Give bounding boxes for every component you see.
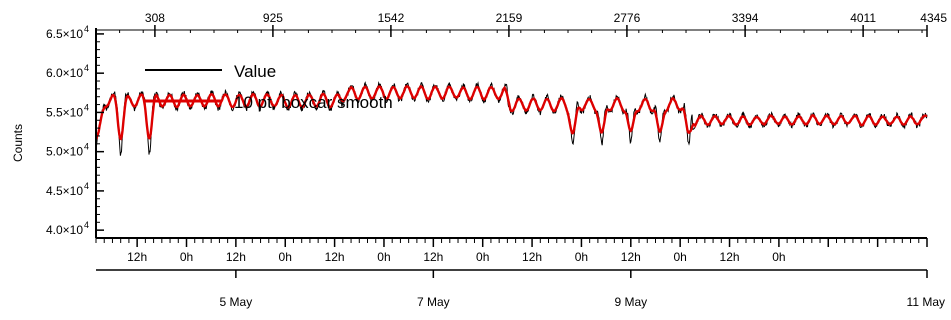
hour-label: 12h — [522, 250, 542, 264]
legend: Value 10 pt. boxcar smooth — [145, 62, 393, 112]
y-tick-label: 4.0×10 — [46, 223, 83, 237]
top-tick-label: 3394 — [732, 11, 759, 25]
top-tick-label: 4345 — [920, 11, 947, 25]
smooth-series — [94, 84, 928, 141]
legend-label-smooth: 10 pt. boxcar smooth — [234, 93, 393, 112]
bottom-axis: 12h 0h 12h 0h 12h 0h 12h 0h 12h 0h 12h 0h 12h 0h 5 May… — [95, 237, 945, 309]
y-tick-exponent: 4 — [84, 24, 89, 34]
hour-label: 0h — [377, 250, 390, 264]
hour-label: 0h — [772, 250, 785, 264]
hour-label: 0h — [279, 250, 292, 264]
plot-area — [94, 81, 928, 156]
series-line-smooth — [94, 84, 928, 141]
top-axis: 308 925 1542 2159 2776 3394 4011 4345 — [95, 11, 947, 37]
y-axis-title: Counts — [11, 124, 25, 162]
hour-label: 0h — [575, 250, 588, 264]
date-label: 5 May — [220, 295, 253, 309]
hour-label: 0h — [476, 250, 489, 264]
y-tick-exponent: 4 — [84, 102, 89, 112]
date-label: 9 May — [614, 295, 647, 309]
hour-label: 12h — [621, 250, 641, 264]
top-tick-label: 2776 — [614, 11, 641, 25]
top-tick-label: 1542 — [378, 11, 405, 25]
y-tick-label: 4.5×10 — [46, 184, 83, 198]
y-tick-label: 5.5×10 — [46, 105, 83, 119]
hour-label: 12h — [226, 250, 246, 264]
legend-label-value: Value — [234, 62, 276, 81]
hour-label: 12h — [325, 250, 345, 264]
y-tick-exponent: 4 — [84, 220, 89, 230]
top-tick-label: 2159 — [496, 11, 523, 25]
hour-label: 12h — [423, 250, 443, 264]
y-tick-exponent: 4 — [84, 181, 89, 191]
y-tick-label: 5.0×10 — [46, 145, 83, 159]
left-axis: 4.0×10 44.5×10 45.0×10 45.5×10 46.0×10 46.5×1… — [46, 24, 104, 238]
hour-label: 0h — [180, 250, 193, 264]
y-tick-label: 6.0×10 — [46, 66, 83, 80]
hour-label: 12h — [720, 250, 740, 264]
date-label: 7 May — [417, 295, 450, 309]
top-tick-label: 308 — [145, 11, 165, 25]
y-tick-exponent: 4 — [84, 63, 89, 73]
y-tick-exponent: 4 — [84, 142, 89, 152]
date-label: 11 May — [907, 295, 945, 309]
y-tick-label: 6.5×10 — [46, 27, 83, 41]
hour-label: 12h — [127, 250, 147, 264]
top-tick-label: 925 — [263, 11, 283, 25]
top-tick-label: 4011 — [850, 11, 876, 25]
hour-label: 0h — [673, 250, 686, 264]
